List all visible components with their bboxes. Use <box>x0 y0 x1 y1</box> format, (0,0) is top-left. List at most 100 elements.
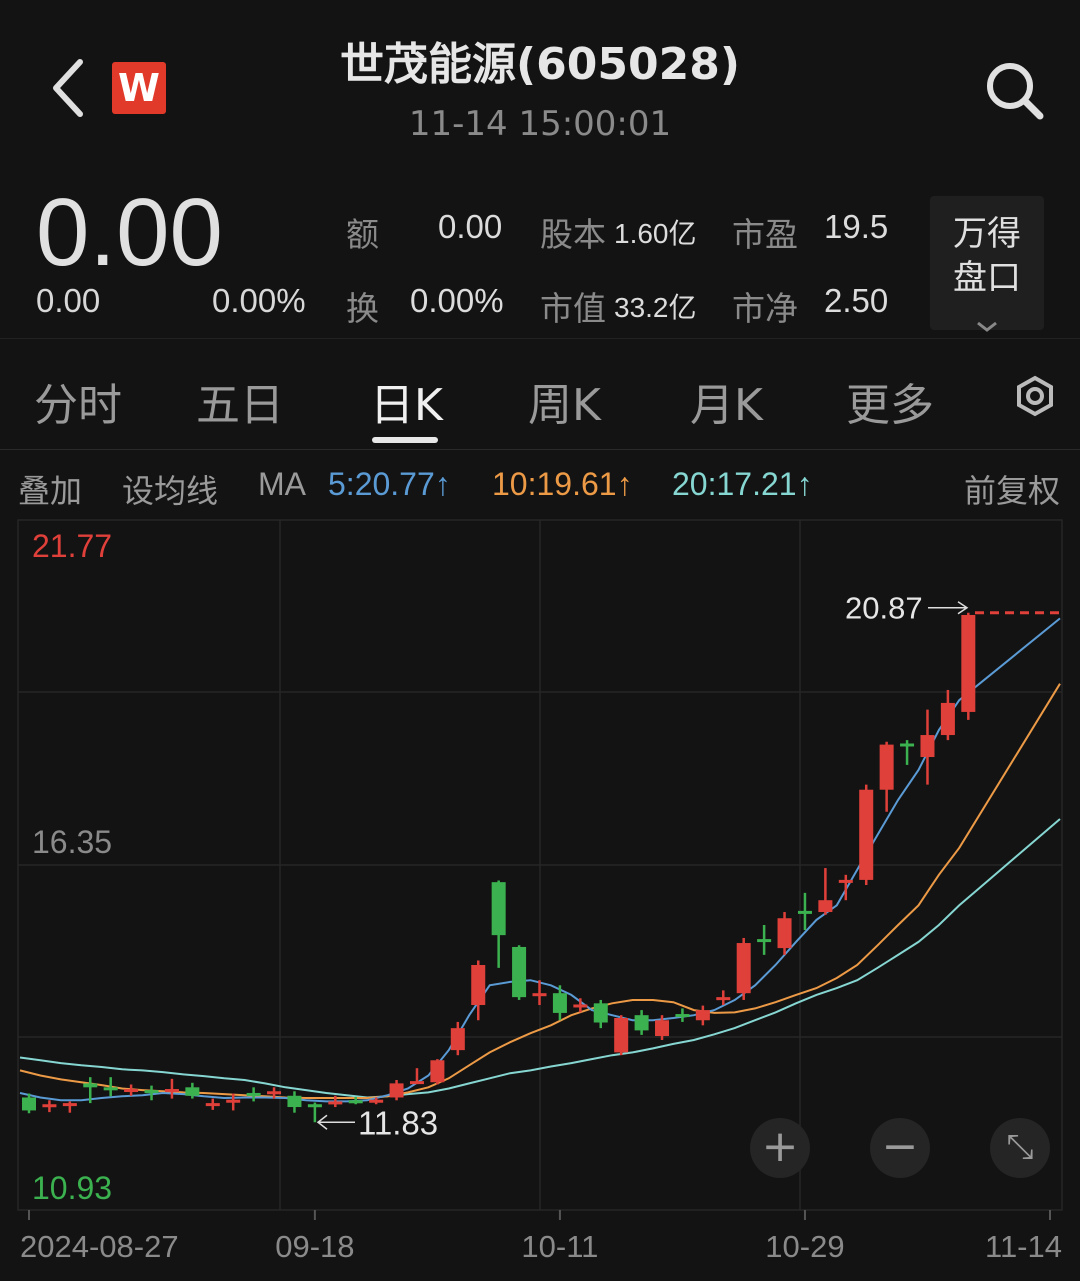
y-axis-label: 10.93 <box>32 1170 112 1206</box>
candle-body <box>920 735 935 758</box>
x-axis-label: 09-18 <box>275 1229 354 1264</box>
stat-value: 0.00% <box>410 282 504 319</box>
max-arrowhead-icon <box>957 601 969 615</box>
candle-body <box>205 1103 220 1107</box>
set-ma-button[interactable]: 设均线 <box>122 473 219 509</box>
candle-body <box>695 1010 710 1021</box>
ma5-value: 5:20.77↑ <box>328 466 451 502</box>
min-arrowhead-icon <box>316 1114 328 1130</box>
active-tab-indicator <box>372 437 438 443</box>
candle-body <box>573 1004 588 1008</box>
candle-body <box>307 1104 322 1108</box>
back-chevron-icon[interactable] <box>48 58 88 118</box>
candle-body <box>267 1091 282 1095</box>
price-change: 0.00 <box>36 282 101 319</box>
ma10-value: 10:19.61↑ <box>492 466 633 502</box>
y-axis-label: 16.35 <box>32 824 112 860</box>
ma20-value: 20:17.21↑ <box>672 466 813 502</box>
ma10-line <box>19 683 1061 1099</box>
candle-body <box>124 1089 139 1093</box>
candle-body <box>797 910 812 914</box>
max-price-label: 20.87 <box>845 591 923 626</box>
candle-body <box>675 1014 690 1018</box>
tab-daily-k[interactable]: 日K <box>370 380 443 431</box>
candle-body <box>879 744 894 790</box>
zoom-in-button[interactable]: + <box>750 1118 810 1178</box>
candle-body <box>471 965 486 1006</box>
kline-chart[interactable]: 21.77 16.35 10.93 20.87 11.83 2024-08-27 09-18… <box>0 515 1080 1281</box>
stat-value: 1.60亿 <box>614 218 697 249</box>
x-axis-label: 10-11 <box>521 1229 598 1264</box>
candle-body <box>409 1081 424 1085</box>
stat-value: 19.5 <box>824 208 889 245</box>
overlay-button[interactable]: 叠加 <box>18 473 83 509</box>
candle-body <box>287 1095 302 1108</box>
candle-body <box>42 1104 57 1108</box>
candle-body <box>246 1092 261 1096</box>
wind-orderbook-button[interactable]: 万得 盘口 <box>930 196 1044 332</box>
fullscreen-button[interactable]: ⤡ <box>990 1118 1050 1178</box>
wind-button-line2: 盘口 <box>953 258 1021 298</box>
adjust-mode-button[interactable]: 前复权 <box>964 473 1061 509</box>
candle-body <box>552 993 567 1013</box>
candle-body <box>22 1097 36 1111</box>
ma-label: MA <box>258 466 306 502</box>
candle-body <box>655 1020 670 1037</box>
candle-body <box>818 900 833 913</box>
zoom-out-button[interactable]: − <box>870 1118 930 1178</box>
candle-body <box>226 1099 241 1103</box>
wind-logo: W <box>112 62 166 114</box>
stat-value: 33.2亿 <box>614 292 697 323</box>
candle-body <box>164 1089 179 1093</box>
candle-body <box>83 1083 98 1088</box>
candle-body <box>62 1103 77 1107</box>
candle-body <box>900 743 915 747</box>
tab-intraday[interactable]: 分时 <box>34 380 122 431</box>
candle-body <box>348 1100 363 1104</box>
candle-body <box>144 1090 159 1094</box>
candle-body <box>532 993 547 997</box>
wind-button-line1: 万得 <box>953 214 1021 254</box>
candle-body <box>103 1087 118 1091</box>
y-axis-label: 21.77 <box>32 528 112 564</box>
min-price-label: 11.83 <box>358 1104 438 1141</box>
tab-monthly-k[interactable]: 月K <box>690 380 763 431</box>
tab-five-day[interactable]: 五日 <box>196 380 284 431</box>
ma20-line <box>19 818 1061 1099</box>
candle-body <box>859 789 874 880</box>
candle-body <box>593 1003 608 1023</box>
candle-body <box>512 946 527 998</box>
stat-label: 股本 <box>540 215 606 254</box>
price-change-pct: 0.00% <box>212 282 306 319</box>
candle-body <box>328 1101 343 1105</box>
candle-body <box>185 1087 200 1096</box>
stat-value: 2.50 <box>824 282 889 319</box>
candle-body <box>736 943 751 994</box>
stat-label: 市盈 <box>732 215 798 254</box>
ma5-line <box>19 617 1061 1103</box>
stat-value: 0.00 <box>438 208 503 245</box>
x-axis-label: 10-29 <box>765 1229 844 1264</box>
stat-label: 市值 <box>540 289 606 328</box>
candle-body <box>940 702 955 736</box>
tab-weekly-k[interactable]: 周K <box>528 380 601 431</box>
last-price: 0.00 <box>36 179 223 286</box>
stat-label: 换 <box>346 289 379 328</box>
x-axis-label: 11-14 <box>985 1229 1062 1264</box>
settings-gear-icon[interactable] <box>1014 375 1056 417</box>
ma-indicator-bar: 叠加 设均线 MA 5:20.77↑ 10:19.61↑ 20:17.21↑ 前… <box>0 460 1080 510</box>
chevron-down-icon <box>977 321 997 332</box>
candle-body <box>369 1099 384 1103</box>
candle-body <box>777 918 792 949</box>
stat-label: 额 <box>346 215 379 254</box>
candle-body <box>430 1060 445 1083</box>
stock-title: 世茂能源(605028) <box>340 39 740 90</box>
search-icon[interactable] <box>982 58 1046 122</box>
candle-body <box>450 1028 465 1051</box>
candle-body <box>838 879 853 883</box>
tab-more[interactable]: 更多 <box>846 380 934 431</box>
stat-label: 市净 <box>732 289 798 328</box>
candle-body <box>389 1083 404 1098</box>
candle-body <box>961 614 976 712</box>
x-axis-label: 2024-08-27 <box>20 1229 179 1264</box>
